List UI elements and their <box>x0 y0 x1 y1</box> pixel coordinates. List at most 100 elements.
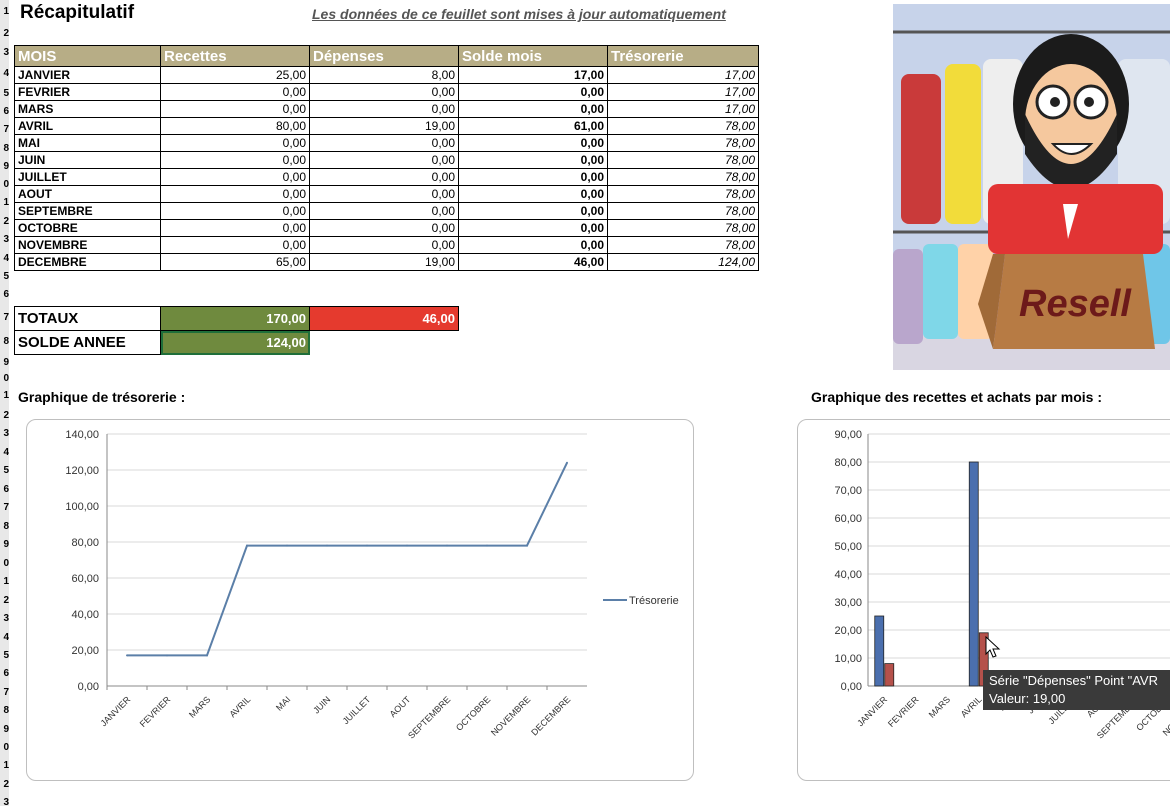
row-number[interactable]: 8 <box>3 521 9 532</box>
header-tresorerie[interactable]: Trésorerie <box>607 45 759 67</box>
tresorerie-data-point[interactable] <box>366 544 368 547</box>
row-number[interactable]: 7 <box>3 312 9 323</box>
row-number[interactable]: 5 <box>3 88 9 99</box>
month-cell[interactable]: SEPTEMBRE <box>14 202 161 220</box>
depenses-cell[interactable]: 0,00 <box>309 185 459 203</box>
row-number[interactable]: 6 <box>3 289 9 300</box>
tresorerie-data-point[interactable] <box>446 544 448 547</box>
recettes-cell[interactable]: 0,00 <box>160 168 310 186</box>
recettes-cell[interactable]: 0,00 <box>160 236 310 254</box>
row-headers[interactable]: 1 2 3 4 5 6 7 8 9 0 1 2 3 4 5 6 7 8 9 0 1 2 3 4 5 6 7 8 9 0 1 2 3 4 5 6 7 8 9 0… <box>0 0 9 806</box>
row-number[interactable]: 4 <box>3 68 9 79</box>
depenses-bar[interactable] <box>884 663 895 687</box>
depenses-cell[interactable]: 0,00 <box>309 100 459 118</box>
tresorerie-cell[interactable]: 78,00 <box>607 168 759 186</box>
depenses-cell[interactable]: 0,00 <box>309 83 459 101</box>
depenses-cell[interactable]: 8,00 <box>309 66 459 84</box>
row-number[interactable]: 5 <box>3 465 9 476</box>
recettes-cell[interactable]: 0,00 <box>160 219 310 237</box>
recettes-cell[interactable]: 25,00 <box>160 66 310 84</box>
totaux-depenses-cell[interactable]: 46,00 <box>309 306 459 331</box>
row-number[interactable]: 7 <box>3 502 9 513</box>
month-cell[interactable]: NOVEMBRE <box>14 236 161 254</box>
row-number[interactable]: 1 <box>3 197 9 208</box>
row-number[interactable]: 2 <box>3 779 9 790</box>
tresorerie-cell[interactable]: 124,00 <box>607 253 759 271</box>
tresorerie-cell[interactable]: 78,00 <box>607 151 759 169</box>
tresorerie-cell[interactable]: 78,00 <box>607 236 759 254</box>
row-number[interactable]: 9 <box>3 724 9 735</box>
tresorerie-cell[interactable]: 17,00 <box>607 83 759 101</box>
row-number[interactable]: 6 <box>3 668 9 679</box>
row-number[interactable]: 3 <box>3 613 9 624</box>
recettes-bar[interactable] <box>874 615 885 687</box>
row-number[interactable]: 6 <box>3 106 9 117</box>
month-cell[interactable]: OCTOBRE <box>14 219 161 237</box>
tresorerie-cell[interactable]: 17,00 <box>607 100 759 118</box>
tresorerie-cell[interactable]: 78,00 <box>607 185 759 203</box>
month-cell[interactable]: JUIN <box>14 151 161 169</box>
solde-mois-cell[interactable]: 0,00 <box>458 168 608 186</box>
month-cell[interactable]: AVRIL <box>14 117 161 135</box>
tresorerie-data-point[interactable] <box>206 654 208 657</box>
row-number[interactable]: 0 <box>3 742 9 753</box>
solde-annee-cell-selected[interactable]: 124,00 <box>160 330 310 355</box>
tresorerie-data-point[interactable] <box>526 544 528 547</box>
solde-mois-cell[interactable]: 46,00 <box>458 253 608 271</box>
header-mois[interactable]: MOIS <box>14 45 161 67</box>
tresorerie-cell[interactable]: 78,00 <box>607 202 759 220</box>
recettes-cell[interactable]: 0,00 <box>160 202 310 220</box>
row-number[interactable]: 2 <box>3 216 9 227</box>
tresorerie-data-point[interactable] <box>486 544 488 547</box>
row-number[interactable]: 9 <box>3 539 9 550</box>
row-number[interactable]: 3 <box>3 47 9 58</box>
depenses-cell[interactable]: 0,00 <box>309 151 459 169</box>
row-number[interactable]: 2 <box>3 410 9 421</box>
row-number[interactable]: 4 <box>3 447 9 458</box>
totaux-label[interactable]: TOTAUX <box>14 306 161 331</box>
row-number[interactable]: 3 <box>3 234 9 245</box>
tresorerie-data-point[interactable] <box>166 654 168 657</box>
tresorerie-cell[interactable]: 78,00 <box>607 134 759 152</box>
recettes-cell[interactable]: 0,00 <box>160 151 310 169</box>
month-cell[interactable]: JANVIER <box>14 66 161 84</box>
solde-mois-cell[interactable]: 0,00 <box>458 202 608 220</box>
depenses-cell[interactable]: 0,00 <box>309 202 459 220</box>
row-number[interactable]: 7 <box>3 124 9 135</box>
tresorerie-cell[interactable]: 78,00 <box>607 117 759 135</box>
solde-mois-cell[interactable]: 0,00 <box>458 236 608 254</box>
tresorerie-data-point[interactable] <box>566 461 568 464</box>
solde-mois-cell[interactable]: 0,00 <box>458 185 608 203</box>
row-number[interactable]: 2 <box>3 28 9 39</box>
month-cell[interactable]: AOUT <box>14 185 161 203</box>
row-number[interactable]: 9 <box>3 357 9 368</box>
row-number[interactable]: 5 <box>3 271 9 282</box>
row-number[interactable]: 1 <box>3 6 9 17</box>
solde-annee-label[interactable]: SOLDE ANNEE <box>14 330 161 355</box>
row-number[interactable]: 3 <box>3 797 9 806</box>
row-number[interactable]: 8 <box>3 143 9 154</box>
row-number[interactable]: 4 <box>3 632 9 643</box>
tresorerie-cell[interactable]: 17,00 <box>607 66 759 84</box>
solde-mois-cell[interactable]: 0,00 <box>458 219 608 237</box>
depenses-cell[interactable]: 0,00 <box>309 236 459 254</box>
row-number[interactable]: 6 <box>3 484 9 495</box>
depenses-cell[interactable]: 19,00 <box>309 117 459 135</box>
tresorerie-series-line[interactable] <box>127 462 568 657</box>
recettes-cell[interactable]: 0,00 <box>160 100 310 118</box>
row-number[interactable]: 4 <box>3 253 9 264</box>
tresorerie-data-point[interactable] <box>406 544 408 547</box>
solde-mois-cell[interactable]: 0,00 <box>458 100 608 118</box>
recettes-depenses-bar-chart[interactable]: 0,00 10,00 20,00 30,00 40,00 50,00 60,00 70,00 8… <box>797 419 1170 781</box>
row-number[interactable]: 1 <box>3 390 9 401</box>
row-number[interactable]: 1 <box>3 576 9 587</box>
tresorerie-cell[interactable]: 78,00 <box>607 219 759 237</box>
row-number[interactable]: 8 <box>3 705 9 716</box>
solde-mois-cell[interactable]: 17,00 <box>458 66 608 84</box>
depenses-cell[interactable]: 0,00 <box>309 219 459 237</box>
row-number[interactable]: 0 <box>3 179 9 190</box>
row-number[interactable]: 5 <box>3 650 9 661</box>
month-cell[interactable]: MARS <box>14 100 161 118</box>
tresorerie-data-point[interactable] <box>126 654 128 657</box>
solde-mois-cell[interactable]: 0,00 <box>458 151 608 169</box>
